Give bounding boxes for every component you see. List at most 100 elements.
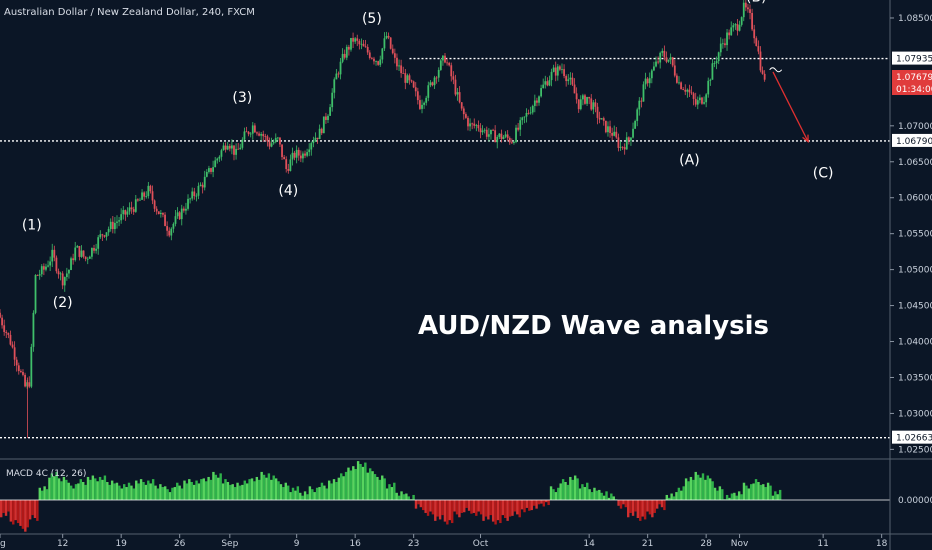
candle-body <box>621 146 624 148</box>
candle-body <box>742 2 745 18</box>
candle-body <box>648 78 651 84</box>
candle-body <box>262 134 265 137</box>
macd-bar <box>340 473 343 500</box>
macd-bar <box>376 476 379 500</box>
candle-body <box>76 246 79 248</box>
candle-body <box>423 102 426 105</box>
candle-body <box>57 271 60 275</box>
y-tick-label: 1.03500 <box>898 373 932 383</box>
macd-bar <box>424 500 427 513</box>
candle-body <box>5 331 8 333</box>
macd-bar <box>479 500 483 515</box>
x-tick-label: 14 <box>583 539 595 549</box>
candle-body <box>435 77 438 79</box>
candle-body <box>567 79 570 82</box>
macd-bar <box>219 473 222 500</box>
candle-body <box>563 69 565 77</box>
candle-body <box>91 247 93 257</box>
candle-body <box>97 237 100 249</box>
forecast-arrow-line <box>772 71 809 142</box>
macd-bar <box>98 476 102 500</box>
candle-body <box>233 145 235 155</box>
candle-body <box>454 79 457 95</box>
candle-body <box>747 7 749 10</box>
candle-body <box>274 137 277 143</box>
candle-body <box>191 191 194 199</box>
candle-body <box>24 374 26 387</box>
macd-bar <box>296 486 300 500</box>
macd-bar <box>699 477 702 500</box>
macd-bar <box>668 497 671 500</box>
candle-body <box>538 96 540 103</box>
macd-bar <box>284 482 287 500</box>
macd-bar <box>778 489 782 500</box>
macd-bar <box>419 500 423 508</box>
macd-bar <box>344 471 348 500</box>
candle-body <box>291 152 294 160</box>
candle-body <box>239 147 242 150</box>
macd-bar <box>769 485 772 500</box>
candle-body <box>653 66 655 71</box>
candle-body <box>525 112 528 117</box>
candle-body <box>145 196 148 197</box>
macd-bar <box>528 500 531 511</box>
candle-body <box>751 12 754 30</box>
macd-bar <box>144 484 148 500</box>
candle-body <box>345 46 348 58</box>
macd-bar <box>217 477 220 500</box>
macd-bar <box>368 468 372 500</box>
macd-bar <box>277 481 280 500</box>
candle-body <box>692 93 695 99</box>
macd-bar <box>477 500 480 512</box>
macd-bar <box>516 500 519 515</box>
candle-body <box>755 38 758 47</box>
candle-body <box>550 71 553 81</box>
candle-body <box>279 137 281 145</box>
candle-body <box>638 100 641 110</box>
candle-body <box>281 144 283 158</box>
macd-bar <box>378 479 382 500</box>
candle-body <box>676 75 678 83</box>
candle-body <box>383 38 386 49</box>
candle-body <box>744 2 747 8</box>
macd-bar <box>311 489 314 500</box>
candle-body <box>107 228 110 233</box>
candle-body <box>419 100 421 109</box>
candle-body <box>684 89 687 92</box>
candle-body <box>251 125 254 134</box>
macd-bar <box>506 500 509 521</box>
macd-bar <box>381 475 384 500</box>
macd-bar <box>325 488 328 500</box>
macd-bar <box>332 479 336 500</box>
macd-bar <box>214 474 218 500</box>
candle-body <box>249 133 252 135</box>
candle-body <box>634 120 637 129</box>
macd-bar <box>434 500 437 521</box>
macd-bar <box>190 482 193 500</box>
macd-bar <box>226 482 230 500</box>
candle-body <box>30 346 33 387</box>
macd-bar <box>721 489 724 500</box>
candle-body <box>241 139 244 148</box>
candle-body <box>506 134 509 138</box>
candle-body <box>690 92 693 94</box>
candle-body <box>669 57 672 60</box>
candle-body <box>162 212 164 215</box>
macd-bar <box>530 500 533 511</box>
candle-body <box>640 100 643 102</box>
macd-bar <box>236 482 239 500</box>
candle-body <box>602 118 605 121</box>
macd-bar <box>250 478 254 500</box>
candle-body <box>579 99 582 110</box>
candle-body <box>373 58 375 62</box>
candle-body <box>416 91 419 101</box>
candle-body <box>753 29 756 39</box>
candle-body <box>155 208 158 212</box>
candle-body <box>502 136 505 140</box>
macd-bar <box>397 495 401 500</box>
candle-body <box>61 273 64 286</box>
candle-body <box>701 97 703 104</box>
candle-body <box>442 55 444 61</box>
macd-bar <box>306 494 309 500</box>
